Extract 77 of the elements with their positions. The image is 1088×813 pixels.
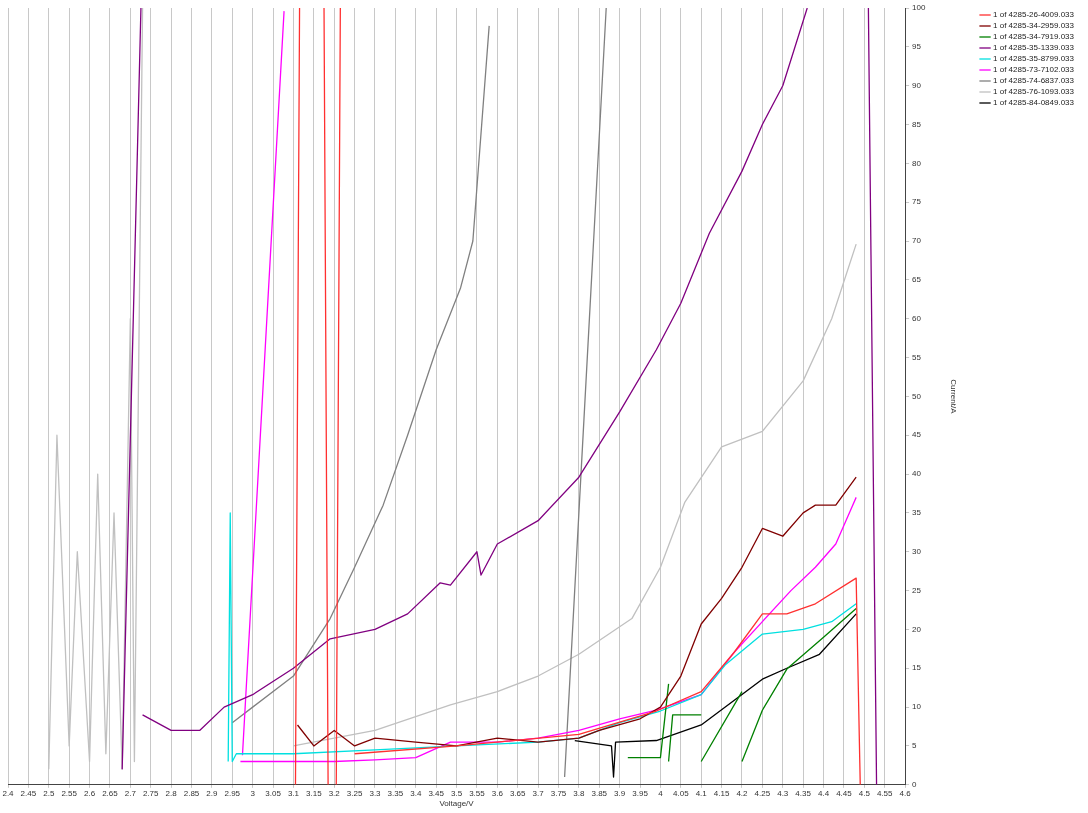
x-tick-label: 4.1 <box>695 788 708 798</box>
x-tick-label: 2.6 <box>83 788 96 798</box>
y-tick-label: 45 <box>912 430 922 440</box>
x-tick-label: 4.35 <box>795 788 812 798</box>
x-tick-label: 3.1 <box>287 788 300 798</box>
x-tick-label: 2.65 <box>102 788 119 798</box>
x-tick-label: 2.8 <box>165 788 178 798</box>
y-tick-label: 20 <box>912 624 922 634</box>
x-tick-label: 3 <box>250 788 256 798</box>
x-tick-label: 3.5 <box>450 788 463 798</box>
x-tick-label: 4.15 <box>713 788 730 798</box>
x-tick-label: 2.9 <box>206 788 218 798</box>
y-tick-label: 90 <box>912 80 922 90</box>
y-tick-label: 65 <box>912 275 922 285</box>
x-tick-label: 2.45 <box>20 788 37 798</box>
x-tick-label: 4.5 <box>858 788 871 798</box>
x-tick-label: 3.8 <box>573 788 585 798</box>
x-tick-label: 2.75 <box>142 788 160 798</box>
y-tick-label: 15 <box>912 663 922 673</box>
x-tick-label: 4.2 <box>736 788 749 798</box>
x-tick-label: 3.05 <box>265 788 282 798</box>
x-tick-label: 3.95 <box>632 788 649 798</box>
x-tick-label: 3.9 <box>614 788 626 798</box>
x-tick-label: 4.45 <box>836 788 853 798</box>
legend-label: 1 of 4285-35-8799.033 <box>993 54 1075 64</box>
y-tick-label: 80 <box>912 158 922 168</box>
x-tick-label: 4.3 <box>777 788 789 798</box>
x-tick-label: 2.7 <box>124 788 137 798</box>
x-tick-label: 3.7 <box>532 788 545 798</box>
x-tick-label: 3.25 <box>346 788 363 798</box>
x-axis-title: Voltage/V <box>439 799 475 809</box>
y-tick-label: 25 <box>912 585 922 595</box>
x-tick-label: 3.55 <box>469 788 486 798</box>
y-tick-label: 50 <box>912 391 922 401</box>
x-tick-label: 2.95 <box>224 788 241 798</box>
x-tick-label: 2.4 <box>2 788 15 798</box>
x-tick-label: 3.35 <box>387 788 404 798</box>
x-tick-label: 2.5 <box>43 788 55 798</box>
y-tick-label: 5 <box>912 741 918 751</box>
legend-label: 1 of 4285-35-1339.033 <box>993 43 1075 53</box>
x-tick-label: 4.4 <box>817 788 830 798</box>
x-tick-label: 3.2 <box>328 788 341 798</box>
y-tick-label: 30 <box>912 546 922 556</box>
legend-label: 1 of 4285-74-6837.033 <box>993 76 1075 86</box>
x-tick-label: 3.75 <box>550 788 567 798</box>
y-tick-label: 0 <box>912 780 918 789</box>
y-tick-label: 70 <box>912 236 922 246</box>
x-tick-label: 3.4 <box>410 788 422 798</box>
x-tick-label: 3.85 <box>591 788 608 798</box>
y-tick-label: 60 <box>912 313 922 323</box>
legend-label: 1 of 4285-84-0849.033 <box>993 98 1075 108</box>
legend-label: 1 of 4285-34-2959.033 <box>993 21 1075 31</box>
y-tick-label: 75 <box>912 197 922 207</box>
x-tick-label: 3.15 <box>306 788 323 798</box>
legend-label: 1 of 4285-73-7102.033 <box>993 65 1075 75</box>
x-tick-label: 3.45 <box>428 788 445 798</box>
x-tick-label: 2.55 <box>61 788 78 798</box>
x-tick-label: 3.6 <box>491 788 504 798</box>
y-tick-label: 95 <box>912 42 922 52</box>
legend-label: 1 of 4285-76-1093.033 <box>993 87 1075 97</box>
x-tick-label: 4.05 <box>673 788 690 798</box>
legend-label: 1 of 4285-26-4009.033 <box>993 10 1075 20</box>
y-tick-label: 40 <box>912 469 922 479</box>
y-tick-label: 35 <box>912 508 922 518</box>
x-tick-label: 4.25 <box>754 788 771 798</box>
y-tick-label: 55 <box>912 352 922 362</box>
y-tick-label: 10 <box>912 702 922 712</box>
x-tick-label: 3.65 <box>509 788 527 798</box>
y-axis-title: Current/A <box>949 379 959 415</box>
x-tick-label: 3.3 <box>369 788 382 798</box>
x-tick-label: 4 <box>658 788 664 798</box>
x-tick-label: 4.6 <box>899 788 912 798</box>
x-tick-label: 2.85 <box>183 788 200 798</box>
y-tick-label: 85 <box>912 119 922 129</box>
y-tick-label: 100 <box>912 3 926 13</box>
x-tick-label: 4.55 <box>876 788 894 798</box>
legend-label: 1 of 4285-34-7919.033 <box>993 32 1075 42</box>
